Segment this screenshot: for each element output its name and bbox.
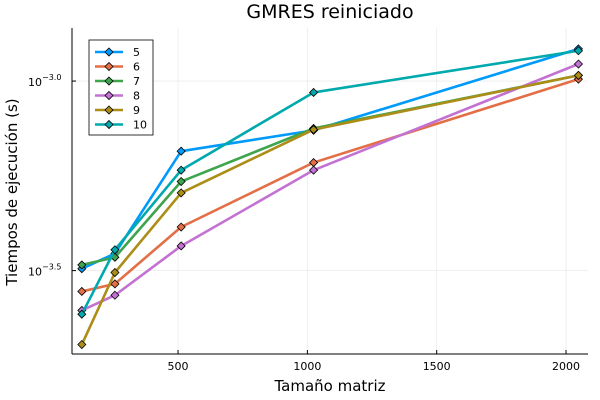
chart-title: GMRES reiniciado — [246, 1, 413, 23]
data-point — [110, 279, 120, 289]
legend-marker — [104, 76, 114, 86]
legend-item: 10 — [95, 119, 147, 132]
legend-item: 8 — [95, 90, 140, 103]
x-tick-label: 2000 — [552, 360, 580, 373]
data-point — [110, 245, 120, 255]
data-point — [110, 290, 120, 300]
legend-item: 7 — [95, 75, 140, 88]
y-tick-label: 10 — [28, 76, 42, 89]
x-axis-title: Tamaño matriz — [273, 377, 385, 395]
legend-marker — [104, 61, 114, 72]
series-10 — [77, 46, 583, 319]
data-point — [176, 146, 186, 156]
data-point — [77, 339, 87, 350]
legend-label: 8 — [133, 90, 140, 103]
data-point — [573, 70, 583, 80]
legend-item: 9 — [95, 104, 140, 117]
y-tick-exponent: −3.5 — [42, 263, 61, 272]
y-tick-label: 10 — [28, 266, 42, 279]
data-point — [176, 241, 186, 251]
data-point — [77, 286, 87, 297]
data-point — [573, 46, 583, 56]
legend-item: 6 — [95, 61, 140, 74]
legend: 5 67 89 10 — [88, 39, 154, 136]
data-point — [176, 165, 186, 175]
data-point — [573, 59, 583, 69]
legend-label: 9 — [133, 104, 140, 117]
legend-marker — [104, 105, 114, 115]
legend-item: 5 — [95, 46, 140, 59]
data-point — [77, 260, 87, 270]
data-point — [176, 222, 186, 232]
data-point — [309, 87, 319, 98]
data-point — [110, 267, 120, 278]
series-9 — [77, 70, 583, 350]
legend-label: 6 — [133, 61, 140, 74]
data-point — [176, 176, 186, 187]
x-tick-label: 1500 — [423, 360, 451, 373]
data-point — [176, 188, 186, 198]
data-point — [309, 165, 319, 175]
y-axis-title: Tiempos de ejecución (s) — [3, 98, 21, 286]
data-point — [309, 125, 319, 135]
x-tick-label: 500 — [168, 360, 189, 373]
legend-marker — [104, 47, 114, 57]
legend-marker — [104, 90, 114, 101]
legend-label: 7 — [133, 75, 140, 88]
series-group — [77, 44, 583, 350]
legend-label: 10 — [133, 119, 147, 132]
x-tick-label: 1000 — [293, 360, 321, 373]
legend-label: 5 — [133, 46, 140, 59]
data-point — [77, 309, 87, 319]
legend-box — [88, 39, 154, 136]
legend-marker — [104, 119, 114, 130]
axes — [71, 28, 588, 355]
y-tick-exponent: −3.0 — [42, 73, 61, 82]
